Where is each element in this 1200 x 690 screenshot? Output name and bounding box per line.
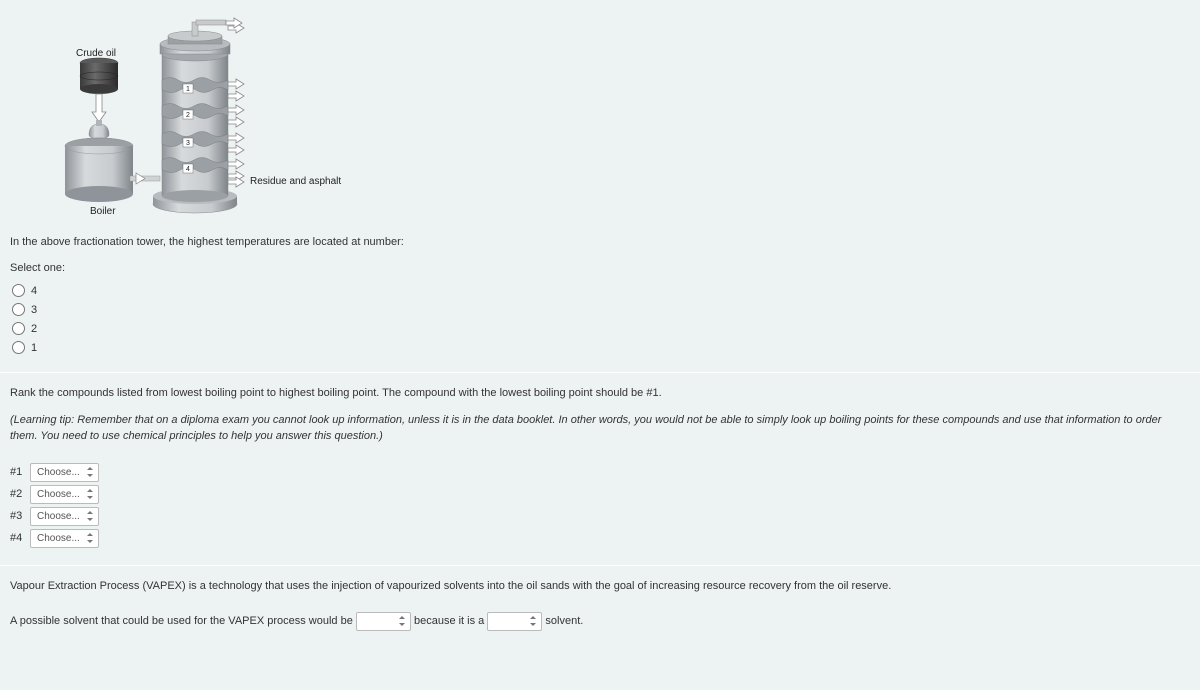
q2-stem: Rank the compounds listed from lowest bo… (10, 387, 1190, 399)
label-crude-oil: Crude oil (76, 48, 116, 59)
svg-text:3: 3 (186, 140, 190, 147)
q1-radio-2[interactable] (12, 322, 25, 335)
q3-part3: solvent. (545, 615, 583, 627)
label-boiler: Boiler (90, 206, 116, 217)
q1-radio-3[interactable] (12, 303, 25, 316)
q1-radio-4[interactable] (12, 284, 25, 297)
q1-options: 4 3 2 1 (10, 282, 1190, 356)
rank-select-2[interactable]: Choose... (30, 485, 99, 504)
rank-label-2: #2 (10, 488, 30, 500)
rank-label-3: #3 (10, 510, 30, 522)
q1-option-label: 1 (31, 342, 37, 354)
question-2: Rank the compounds listed from lowest bo… (0, 373, 1200, 566)
question-1: 1 2 3 4 Crude oil Boiler Residue and asp… (0, 0, 1200, 373)
rank-label-4: #4 (10, 532, 30, 544)
svg-text:4: 4 (186, 166, 190, 173)
q1-option-label: 4 (31, 285, 37, 297)
rank-select-1[interactable]: Choose... (30, 463, 99, 482)
q1-option-label: 3 (31, 304, 37, 316)
q1-select-one-label: Select one: (10, 262, 1190, 274)
q2-rank-grid: #1 Choose... #2 Choose... #3 Choose... #… (10, 463, 1190, 548)
q3-stem: Vapour Extraction Process (VAPEX) is a t… (10, 580, 1190, 592)
q1-radio-1[interactable] (12, 341, 25, 354)
rank-select-3[interactable]: Choose... (30, 507, 99, 526)
fractionation-diagram: 1 2 3 4 Crude oil Boiler Residue and asp… (10, 8, 410, 218)
q1-option-label: 2 (31, 323, 37, 335)
rank-label-1: #1 (10, 466, 30, 478)
label-residue: Residue and asphalt (250, 176, 341, 187)
q3-part1: A possible solvent that could be used fo… (10, 615, 353, 627)
q1-stem: In the above fractionation tower, the hi… (10, 236, 1190, 248)
q3-select-solvent[interactable] (356, 612, 411, 631)
diagram-svg: 1 2 3 4 (10, 8, 410, 218)
q3-sentence: A possible solvent that could be used fo… (10, 610, 1190, 632)
rank-select-4[interactable]: Choose... (30, 529, 99, 548)
svg-text:1: 1 (186, 86, 190, 93)
svg-text:2: 2 (186, 112, 190, 119)
question-3: Vapour Extraction Process (VAPEX) is a t… (0, 566, 1200, 662)
q3-select-type[interactable] (487, 612, 542, 631)
q2-hint: (Learning tip: Remember that on a diplom… (10, 413, 1190, 445)
q3-part2: because it is a (414, 615, 484, 627)
